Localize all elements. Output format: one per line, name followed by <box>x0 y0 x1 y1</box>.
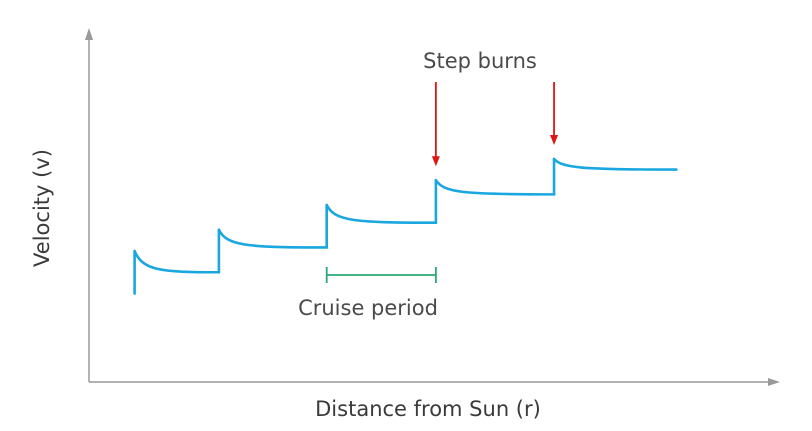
y-axis-title: Velocity (v) <box>30 149 54 267</box>
y-axis-arrowhead <box>85 28 93 40</box>
velocity-decay-4 <box>434 178 556 196</box>
burn-arrowhead-1 <box>431 156 440 167</box>
step-burns-label: Step burns <box>423 49 537 73</box>
velocity-decay-5 <box>552 157 678 171</box>
velocity-decay-2 <box>217 228 329 249</box>
cruise-period-label: Cruise period <box>298 296 438 320</box>
x-axis-arrowhead <box>768 378 780 386</box>
velocity-decay-3 <box>325 203 438 224</box>
velocity-decay-1 <box>133 249 221 274</box>
annotations-group <box>325 82 559 283</box>
x-axis-title: Distance from Sun (r) <box>315 397 541 421</box>
burn-arrowhead-2 <box>550 134 559 145</box>
velocity-curve-group <box>133 157 678 295</box>
